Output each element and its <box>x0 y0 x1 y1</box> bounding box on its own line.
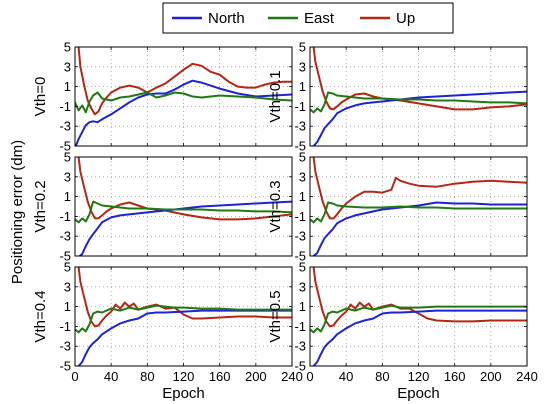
y-tick-label: -5 <box>59 139 71 154</box>
panel-0: -5 -3 -1 1 3 5 Vth=0 <box>32 40 293 154</box>
y-tick-label: 3 <box>299 169 306 184</box>
y-tick-label: 1 <box>299 189 306 204</box>
legend-label-east: East <box>304 10 335 27</box>
x-tick-label: 200 <box>480 369 502 384</box>
legend: North East Up <box>162 2 454 34</box>
y-tick-label: -5 <box>294 359 306 374</box>
x-tick-label: 0 <box>71 369 78 384</box>
y-tick-label: 3 <box>64 169 71 184</box>
series-line-up <box>312 47 527 111</box>
series-line-east <box>310 201 527 224</box>
y-tick-label: 1 <box>64 299 71 314</box>
series-line-up <box>77 267 292 328</box>
series-line-north <box>311 201 527 256</box>
panel-3: -5 -3 -1 1 3 5 Vth=0.3 <box>267 150 528 264</box>
series-line-up <box>77 157 292 221</box>
series-line-north <box>75 79 292 146</box>
y-tick-label: -5 <box>59 359 71 374</box>
y-tick-label: 5 <box>299 260 306 275</box>
x-tick-label: 160 <box>209 369 231 384</box>
series-line-up <box>77 47 292 116</box>
y-tick-label: 3 <box>299 279 306 294</box>
y-tick-label: -3 <box>294 119 306 134</box>
y-tick-label: 5 <box>299 150 306 165</box>
y-tick-label: 5 <box>299 40 306 55</box>
y-tick-label: 3 <box>64 279 71 294</box>
panel-label: Vth=0.3 <box>267 180 284 232</box>
panels: -5-3-1135Vth=0-5-3-1135Vth=0.1-5-3-1135V… <box>32 40 538 403</box>
y-tick-label: -3 <box>59 339 71 354</box>
y-tick-label: -3 <box>59 119 71 134</box>
y-tick-label: 5 <box>64 260 71 275</box>
series-line-east <box>75 91 292 114</box>
y-tick-label: -1 <box>294 319 306 334</box>
y-tick-label: -5 <box>294 139 306 154</box>
series-line-north <box>76 309 292 366</box>
series-line-east <box>75 304 292 334</box>
x-tick-label: 120 <box>408 369 430 384</box>
panel-5: -5 -3 -1 1 3 5 Vth=0.5 0 40 80 120 160 200 240 Epoch <box>267 260 538 403</box>
y-tick-label: 1 <box>299 79 306 94</box>
panel-label: Vth=0.5 <box>267 290 284 342</box>
panel-label: Vth=0.1 <box>267 70 284 122</box>
y-tick-label: 1 <box>299 299 306 314</box>
y-tick-label: -3 <box>59 229 71 244</box>
panel-1: -5 -3 -1 1 3 5 Vth=0.1 <box>267 40 528 154</box>
series-line-up <box>312 267 527 328</box>
y-tick-label: 1 <box>64 79 71 94</box>
y-tick-label: 1 <box>64 189 71 204</box>
x-tick-label: 120 <box>173 369 195 384</box>
series-line-east <box>75 200 292 224</box>
y-tick-label: -3 <box>294 339 306 354</box>
x-tick-label: 240 <box>281 369 303 384</box>
x-tick-label: 40 <box>339 369 353 384</box>
x-tick-label: 240 <box>516 369 538 384</box>
series-line-east <box>310 304 527 334</box>
y-tick-label: -5 <box>59 249 71 264</box>
x-tick-label: 40 <box>104 369 118 384</box>
y-tick-label: -3 <box>294 229 306 244</box>
panel-label: Vth=0 <box>32 77 49 117</box>
x-tick-label: 80 <box>140 369 154 384</box>
x-tick-label: 0 <box>306 369 313 384</box>
series-line-north <box>311 90 527 146</box>
legend-label-north: North <box>208 10 245 27</box>
y-tick-label: -1 <box>59 99 71 114</box>
panel-2: -5 -3 -1 1 3 5 Vth=0.2 <box>32 150 293 264</box>
legend-box <box>162 2 454 34</box>
x-tick-label: 160 <box>444 369 466 384</box>
y-tick-label: -1 <box>294 209 306 224</box>
panel-4: -5 -3 -1 1 3 5 Vth=0.4 0 40 80 120 160 200 240 Epoch <box>32 260 303 403</box>
series-line-north <box>78 200 292 256</box>
y-tick-label: -1 <box>59 209 71 224</box>
legend-label-up: Up <box>396 10 415 27</box>
y-tick-label: -1 <box>294 99 306 114</box>
y-axis-title: Positioning error (dm) <box>9 140 26 284</box>
panel-label: Vth=0.2 <box>32 180 49 232</box>
series-line-east <box>310 91 527 114</box>
y-tick-label: 5 <box>64 150 71 165</box>
x-tick-label: 200 <box>245 369 267 384</box>
y-tick-label: 3 <box>64 59 71 74</box>
x-axis-title: Epoch <box>162 385 205 402</box>
panel-label: Vth=0.4 <box>32 290 49 342</box>
y-tick-label: 3 <box>299 59 306 74</box>
y-tick-label: 5 <box>64 40 71 55</box>
y-tick-label: -5 <box>294 249 306 264</box>
x-axis-title: Epoch <box>397 385 440 402</box>
x-tick-label: 80 <box>375 369 389 384</box>
y-tick-label: -1 <box>59 319 71 334</box>
series-line-north <box>311 309 527 366</box>
